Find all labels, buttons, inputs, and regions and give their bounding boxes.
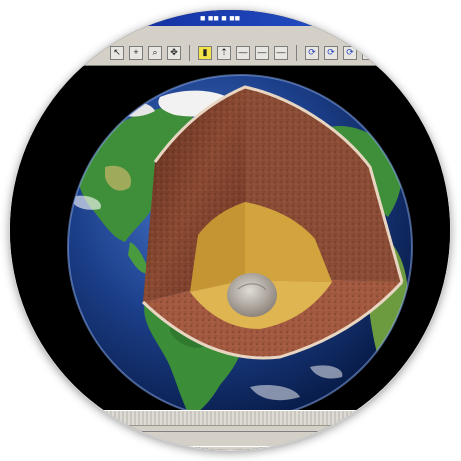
highlight-icon[interactable]: ▮	[198, 45, 212, 60]
toolbar: ↖ + ⌕ ✥ ▮ ⇡ — — — ⟳ ⟳ ⟳ ⟳	[10, 40, 450, 66]
status-bar	[10, 410, 450, 450]
rotate-icon[interactable]: ⟳	[362, 45, 376, 60]
rotate-icon[interactable]: ⟳	[343, 45, 357, 60]
inner-core	[227, 273, 277, 317]
status-field-left	[140, 431, 318, 447]
line-icon[interactable]: —	[236, 45, 250, 60]
window-title: ■ ■■ ■ ■■	[200, 13, 241, 23]
earth-cutaway-image	[67, 74, 413, 410]
arrow-icon[interactable]: ↖	[110, 45, 124, 60]
menu-bar[interactable]: ■ ■ ■	[10, 26, 450, 40]
outer-core-left	[190, 202, 245, 292]
toolbar-separator	[296, 44, 297, 61]
horizontal-scrollbar[interactable]	[10, 411, 450, 426]
pointer-icon[interactable]: ⇡	[217, 45, 231, 60]
status-field-right	[328, 431, 376, 447]
rotate-icon[interactable]: ⟳	[305, 45, 319, 60]
menu-text: ■ ■ ■	[96, 28, 115, 37]
pan-icon[interactable]: ✥	[167, 45, 181, 60]
toolbar-separator	[189, 44, 190, 61]
rotate-icon[interactable]: ⟳	[324, 45, 338, 60]
line-icon[interactable]: —	[255, 45, 269, 60]
window-title-bar[interactable]: ■ ■■ ■ ■■	[10, 10, 450, 26]
line-icon[interactable]: —	[274, 45, 288, 60]
crust-rim	[153, 85, 404, 283]
crosshair-icon[interactable]: +	[129, 45, 143, 60]
magnifier-lens: ■ ■■ ■ ■■ ■ ■ ■ ↖ + ⌕ ✥ ▮ ⇡ — — — ⟳ ⟳ ⟳ …	[10, 10, 450, 450]
zoom-icon[interactable]: ⌕	[148, 45, 162, 60]
3d-viewport[interactable]	[10, 67, 450, 410]
outer-core-right	[245, 202, 332, 282]
